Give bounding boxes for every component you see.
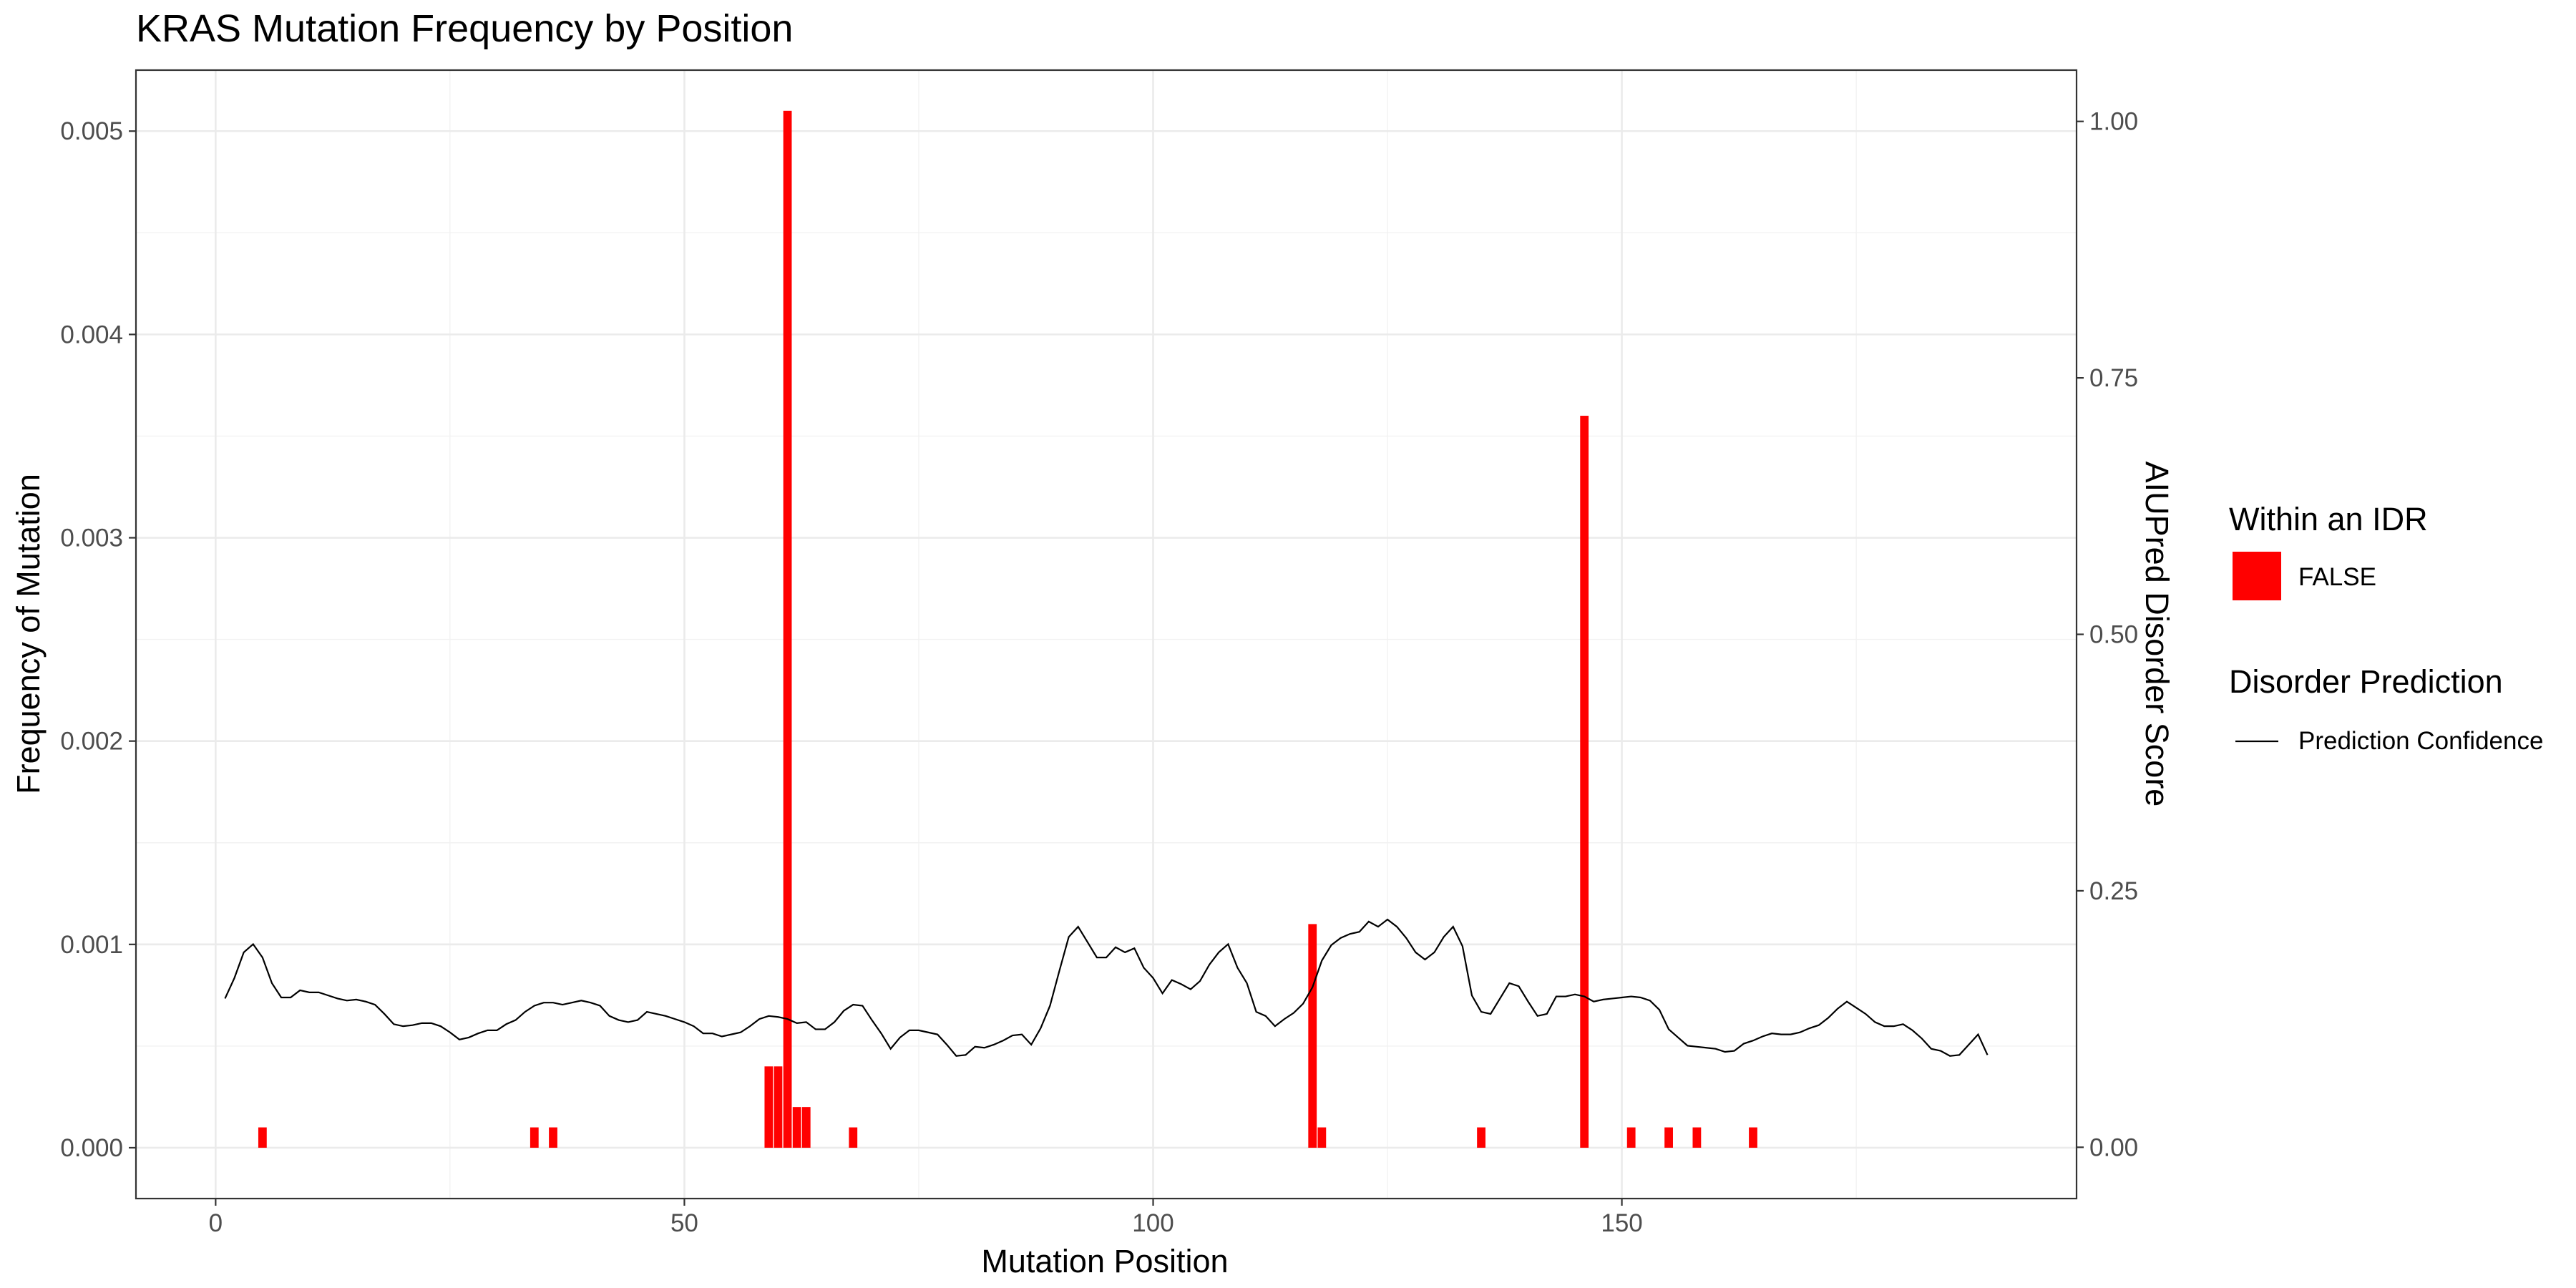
y-tick-label: 0.000 [60,1134,123,1162]
x-tick-label: 0 [209,1209,223,1237]
y2-tick-label: 0.00 [2089,1133,2138,1161]
y-tick-label: 0.005 [60,117,123,145]
bar [764,1066,774,1148]
y-tick-label: 0.002 [60,728,123,756]
chart-title: KRAS Mutation Frequency by Position [136,7,793,50]
bar [1317,1127,1327,1148]
legend-fill-title: Within an IDR [2229,501,2428,537]
bar [801,1107,811,1148]
x-axis: 0 50 100 150 [209,1199,1643,1237]
y2-tick-label: 1.00 [2089,108,2138,136]
bar-series [258,110,1757,1148]
y2-tick-label: 0.75 [2089,364,2138,392]
y-tick-label: 0.003 [60,525,123,552]
legend-line-label: Prediction Confidence [2298,727,2543,755]
legend: Within an IDR FALSE Disorder Prediction … [2229,501,2543,755]
bar [549,1127,557,1148]
y-axis-label: Frequency of Mutation [10,474,47,794]
plot-area [135,69,2078,1200]
major-gridlines [136,70,2077,1199]
plot-panel [136,70,2077,1199]
legend-line-title: Disorder Prediction [2229,663,2503,700]
bar [1692,1127,1702,1148]
x-tick-label: 150 [1601,1209,1642,1237]
y2-tick-label: 0.50 [2089,621,2138,649]
legend-fill-swatch [2233,552,2281,600]
bar [530,1127,539,1148]
y2-axis-label: AIUPred Disorder Score [2139,462,2175,807]
bar [1477,1127,1485,1148]
bar [849,1127,858,1148]
bar [783,110,792,1148]
x-axis-label: Mutation Position [981,1243,1228,1279]
x-tick-label: 100 [1132,1209,1174,1237]
bar [1664,1127,1673,1148]
x-tick-label: 50 [670,1209,698,1237]
bar [792,1107,801,1148]
bar [1626,1127,1636,1148]
y-tick-label: 0.004 [60,321,123,348]
bar [1308,924,1317,1148]
y2-tick-label: 0.25 [2089,877,2138,905]
bar [1580,416,1589,1148]
bar [774,1066,783,1148]
bar [1749,1127,1757,1148]
minor-gridlines [136,70,2077,1199]
y-axis-left: 0.000 0.001 0.002 0.003 0.004 0.005 [60,117,136,1162]
bar [258,1127,267,1148]
y-axis-right: 0.00 0.25 0.50 0.75 1.00 [2077,108,2138,1161]
prediction-confidence-line [224,918,1989,1057]
y-tick-label: 0.001 [60,931,123,959]
legend-fill-label: FALSE [2298,563,2376,591]
